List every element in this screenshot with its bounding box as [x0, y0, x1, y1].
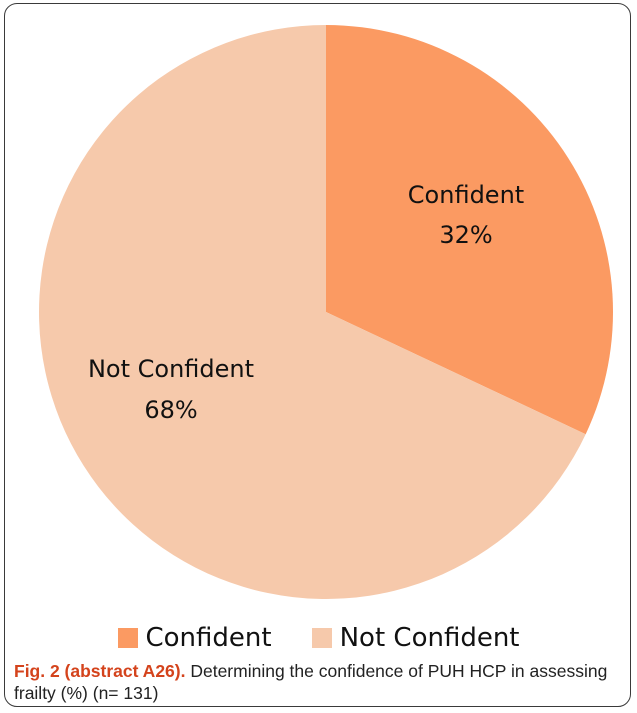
slice-label-name-not-confident: Not Confident: [88, 355, 254, 383]
figure-caption: Fig. 2 (abstract A26). Determining the c…: [14, 660, 624, 704]
pie-slice-confident: [326, 25, 614, 435]
caption-label: Fig. 2 (abstract A26).: [14, 661, 186, 681]
slice-label-value-confident: 32%: [439, 221, 492, 249]
slice-label-name-confident: Confident: [408, 181, 524, 209]
pie-chart: Confident 32% Not Confident 68%: [39, 25, 614, 599]
pie-slice-not-confident: [39, 25, 586, 599]
legend-item-not-confident: Not Confident: [311, 623, 520, 653]
legend-label-not-confident: Not Confident: [339, 623, 520, 653]
slice-label-value-not-confident: 68%: [144, 396, 197, 424]
caption-text: Determining the confidence of PUH HCP in…: [14, 661, 608, 703]
legend-item-confident: Confident: [117, 623, 272, 653]
pie-slices: [39, 25, 614, 599]
legend-swatch-not-confident: [311, 628, 332, 648]
figure-frame: [4, 3, 631, 707]
legend-swatch-confident: [117, 628, 138, 648]
chart-legend: Confident Not Confident: [0, 618, 637, 658]
pie-slice-labels: Confident 32% Not Confident 68%: [88, 181, 524, 424]
legend-label-confident: Confident: [145, 623, 272, 653]
